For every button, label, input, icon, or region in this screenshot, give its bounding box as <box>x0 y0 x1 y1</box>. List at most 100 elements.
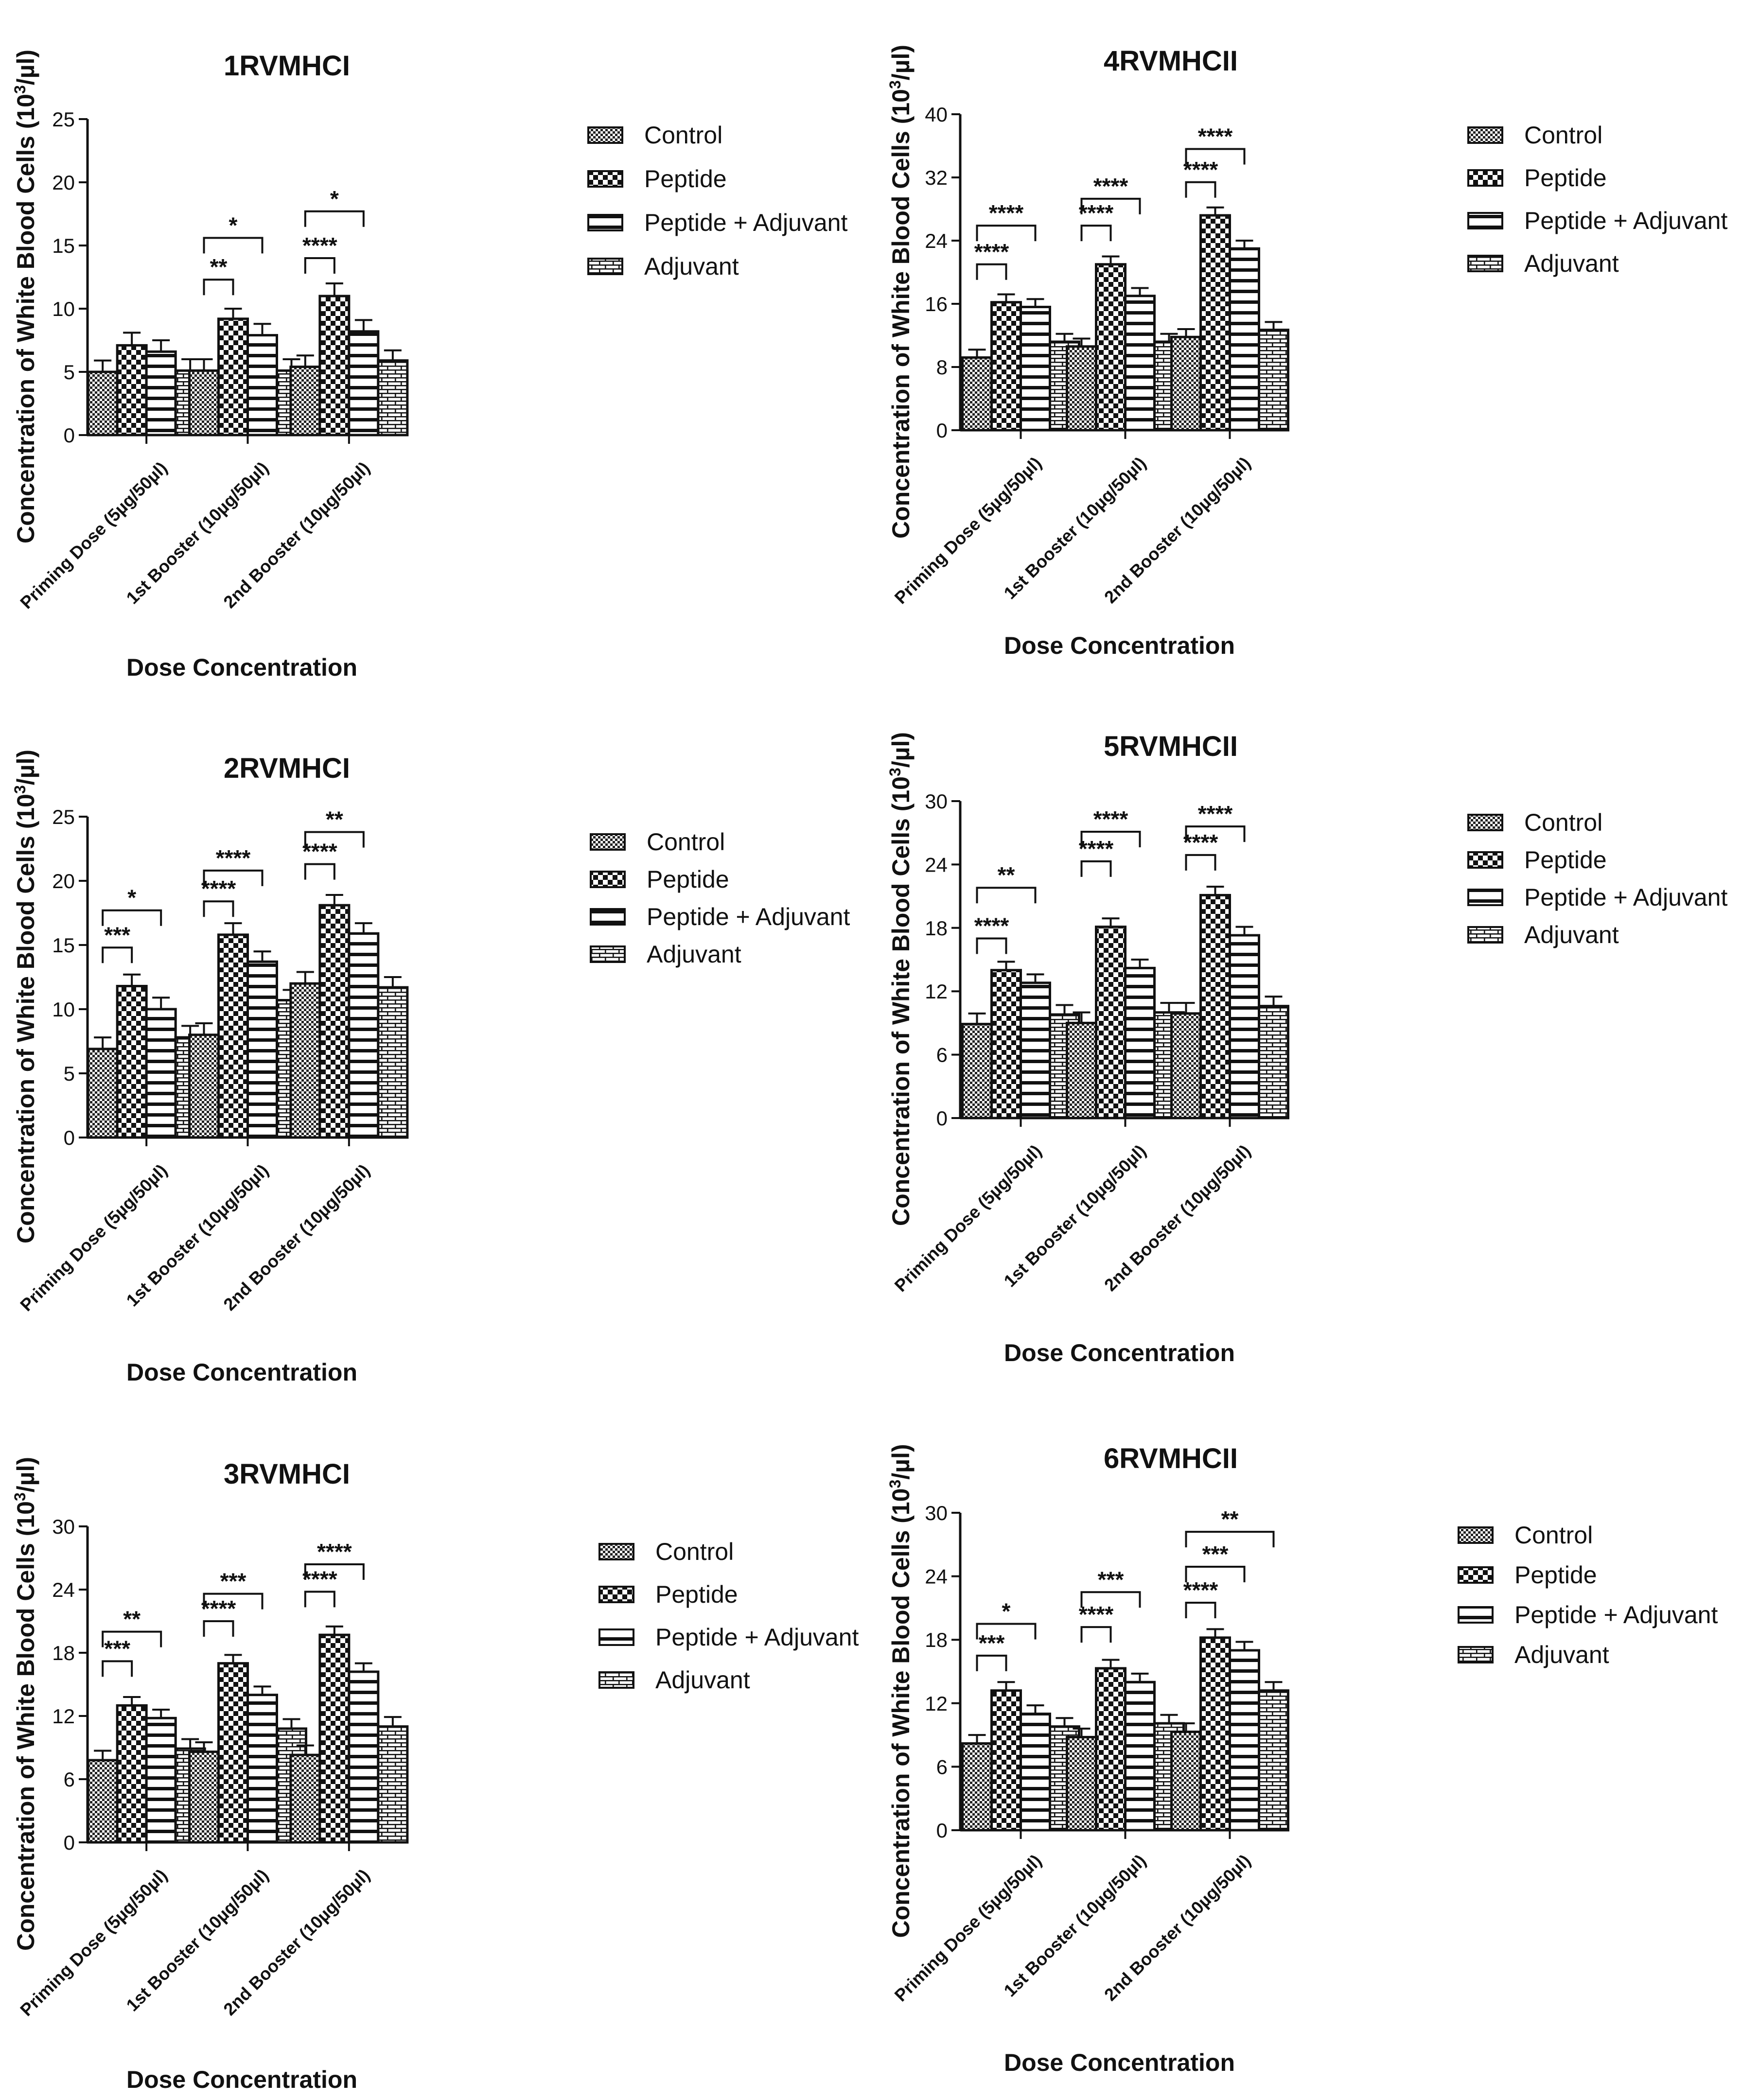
significance-bracket <box>304 210 365 227</box>
x-axis-label: Dose Concentration <box>126 2066 357 2093</box>
y-tick-label: 32 <box>925 166 948 189</box>
significance-label: **** <box>974 913 1009 939</box>
x-axis-label: Dose Concentration <box>1004 2049 1235 2076</box>
significance-label: **** <box>1198 801 1233 826</box>
bar <box>1199 893 1231 1120</box>
legend-label: Peptide <box>655 1581 738 1608</box>
bar <box>87 1759 119 1844</box>
significance-label: **** <box>302 233 337 258</box>
significance-bracket <box>304 863 335 880</box>
significance-label: *** <box>1098 1567 1124 1592</box>
legend-swatch <box>590 945 626 963</box>
legend-swatch <box>1467 851 1503 869</box>
significance-bracket <box>203 1620 234 1637</box>
legend-label: Peptide <box>1524 164 1607 192</box>
significance-bracket <box>203 869 264 886</box>
y-tick-label: 16 <box>925 293 948 315</box>
legend-swatch <box>1467 212 1503 229</box>
significance-label: * <box>127 885 136 910</box>
significance-bracket <box>1080 831 1141 848</box>
y-tick-label: 12 <box>925 980 948 1003</box>
bar <box>990 301 1022 432</box>
bar <box>1229 934 1260 1120</box>
y-tick-label: 8 <box>936 356 948 379</box>
x-axis-label: Dose Concentration <box>1004 1339 1235 1366</box>
bar <box>1199 1636 1231 1832</box>
significance-label: *** <box>1202 1541 1229 1567</box>
bar <box>1066 1735 1097 1832</box>
significance-bracket <box>1080 1591 1141 1608</box>
significance-label: **** <box>1093 174 1128 199</box>
significance-label: ** <box>326 807 343 832</box>
y-tick-label: 24 <box>52 1578 75 1601</box>
significance-bracket <box>102 946 133 963</box>
legend-label: Peptide + Adjuvant <box>644 209 847 236</box>
y-tick-label: 30 <box>52 1515 75 1538</box>
significance-label: **** <box>1183 1577 1218 1603</box>
significance-bracket <box>102 1660 133 1677</box>
bar <box>1258 1005 1289 1120</box>
legend-label: Peptide + Adjuvant <box>1524 884 1727 911</box>
legend-label: Control <box>1524 122 1602 149</box>
legend-swatch <box>1467 255 1503 272</box>
legend-label: Control <box>647 828 725 856</box>
significance-label: ** <box>123 1607 141 1632</box>
y-tick-label: 18 <box>52 1642 75 1664</box>
legend-label: Adjuvant <box>644 253 739 280</box>
legend-swatch <box>587 258 623 275</box>
legend-swatch <box>1458 1606 1494 1624</box>
bar <box>1199 214 1231 432</box>
bar <box>377 986 409 1139</box>
bar <box>990 1689 1022 1832</box>
legend-swatch <box>1467 126 1503 144</box>
y-tick-label: 10 <box>52 998 75 1021</box>
bar <box>217 933 249 1139</box>
bar <box>289 1753 321 1844</box>
bar <box>116 344 148 437</box>
chart-title: 1RVMHCI <box>224 50 350 82</box>
significance-label: *** <box>104 1636 130 1661</box>
bar <box>1258 329 1289 432</box>
significance-bracket <box>976 225 1037 242</box>
bar <box>1170 335 1202 432</box>
bar <box>1020 1713 1051 1832</box>
significance-label: **** <box>1079 200 1114 226</box>
legend-label: Peptide <box>644 165 727 192</box>
legend-label: Control <box>644 122 722 149</box>
significance-label: **** <box>216 845 251 871</box>
bar <box>87 1048 119 1139</box>
significance-bracket <box>102 909 162 926</box>
y-tick-label: 0 <box>936 1107 948 1130</box>
chart-panel-1: 1RVMHCI 0 5 10 15 20 25 Concentration of White … <box>11 50 847 681</box>
y-tick-label: 20 <box>52 171 75 194</box>
significance-bracket <box>1080 1626 1112 1643</box>
y-axis-label: Concentration of White Blood Cells (103/… <box>886 45 915 539</box>
legend-swatch <box>590 908 626 926</box>
y-tick-label: 24 <box>925 229 948 252</box>
bar <box>246 960 278 1139</box>
significance-label: **** <box>1093 806 1128 832</box>
bar <box>289 982 321 1139</box>
significance-label: **** <box>1198 124 1233 149</box>
bar <box>188 369 220 437</box>
significance-bracket <box>304 1591 335 1608</box>
y-tick-label: 6 <box>936 1044 948 1067</box>
significance-label: **** <box>317 1539 352 1564</box>
legend-label: Peptide + Adjuvant <box>1514 1601 1718 1628</box>
bar <box>145 1008 177 1139</box>
y-tick-label: 20 <box>52 870 75 892</box>
significance-bracket <box>976 1623 1037 1640</box>
bar <box>1229 1649 1260 1832</box>
y-tick-label: 24 <box>925 1565 948 1588</box>
bar <box>116 984 148 1139</box>
bar <box>348 1670 380 1844</box>
bar <box>217 1662 249 1844</box>
legend-label: Peptide <box>647 866 729 893</box>
significance-bracket <box>203 237 264 254</box>
significance-label: **** <box>974 239 1009 264</box>
bar <box>1020 981 1051 1120</box>
bar <box>1124 1680 1156 1832</box>
significance-label: **** <box>302 1566 337 1592</box>
bar <box>246 1694 278 1844</box>
y-tick-label: 0 <box>64 1831 75 1854</box>
